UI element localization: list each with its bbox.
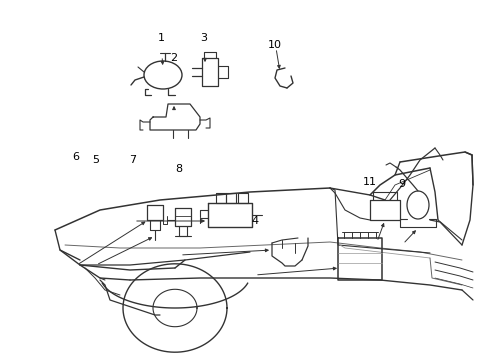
Text: 4: 4: [251, 216, 258, 226]
Text: 8: 8: [175, 164, 182, 174]
Text: 10: 10: [268, 40, 281, 50]
Text: 9: 9: [398, 179, 405, 189]
Text: 6: 6: [73, 152, 79, 162]
Text: 7: 7: [129, 155, 136, 165]
Text: 1: 1: [158, 33, 165, 43]
Text: 2: 2: [171, 53, 177, 63]
Text: 5: 5: [92, 155, 99, 165]
Text: 11: 11: [363, 177, 377, 187]
Text: 3: 3: [200, 33, 207, 43]
